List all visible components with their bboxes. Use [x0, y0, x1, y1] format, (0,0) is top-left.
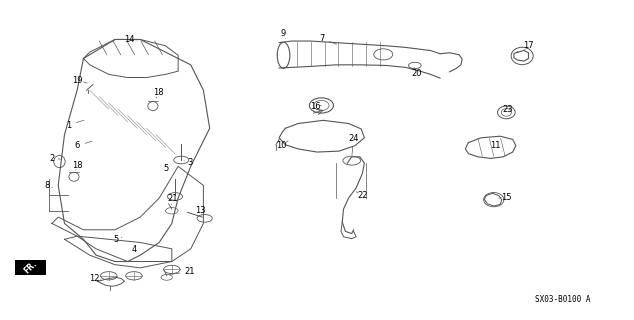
Text: 13: 13 [195, 206, 205, 215]
Text: 14: 14 [124, 35, 134, 44]
Text: 1: 1 [66, 121, 71, 130]
Text: 4: 4 [131, 245, 136, 254]
Text: 18: 18 [72, 161, 82, 170]
Text: 9: 9 [280, 29, 285, 38]
Text: 19: 19 [72, 76, 82, 84]
Text: 5: 5 [163, 164, 168, 173]
Text: 15: 15 [501, 193, 512, 202]
Text: 23: 23 [502, 105, 513, 114]
Text: 5: 5 [113, 235, 119, 244]
Text: 18: 18 [153, 88, 163, 97]
Text: 10: 10 [276, 141, 287, 150]
Text: 12: 12 [89, 274, 100, 283]
FancyBboxPatch shape [15, 260, 46, 275]
Text: 24: 24 [348, 134, 359, 143]
Text: 7: 7 [320, 34, 325, 43]
Text: 22: 22 [357, 191, 368, 200]
Text: 2: 2 [49, 154, 55, 163]
Text: 11: 11 [489, 141, 500, 150]
Text: 21: 21 [168, 194, 178, 203]
Text: SX03-B0100 A: SX03-B0100 A [534, 295, 590, 304]
Text: 8: 8 [44, 181, 49, 190]
Text: 17: 17 [523, 41, 534, 50]
Text: 3: 3 [187, 158, 192, 167]
Text: 16: 16 [311, 102, 321, 111]
Text: 6: 6 [74, 141, 80, 150]
Text: 21: 21 [184, 267, 195, 276]
Text: 20: 20 [411, 69, 422, 78]
Text: FR.: FR. [22, 259, 39, 276]
